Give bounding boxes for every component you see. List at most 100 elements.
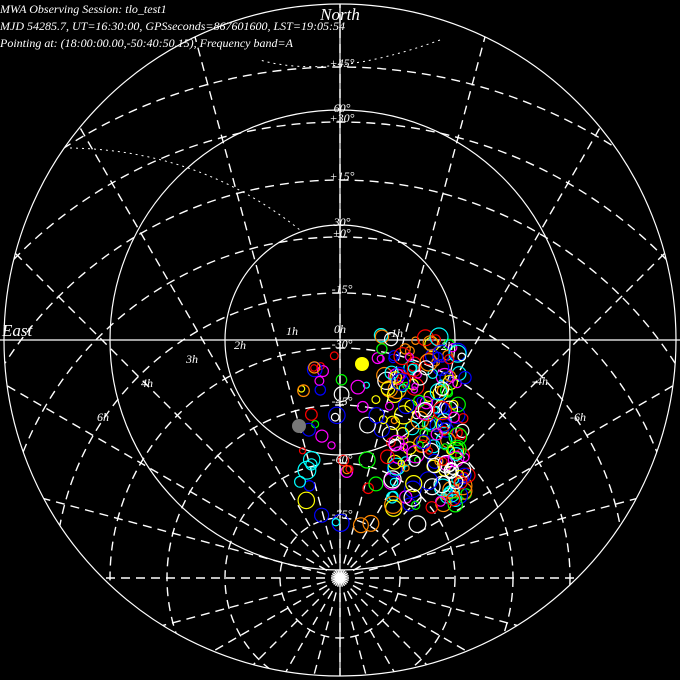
source — [405, 475, 423, 493]
source — [390, 446, 409, 465]
source — [418, 360, 434, 376]
source — [411, 336, 420, 346]
dec-label: +30° — [330, 111, 355, 125]
source — [426, 439, 441, 454]
source — [423, 417, 437, 431]
source — [402, 497, 417, 512]
source — [402, 381, 411, 390]
header-line: MWA Observing Session: tlo_test1 — [0, 2, 167, 16]
source — [330, 412, 340, 422]
source — [393, 347, 412, 366]
ra-line — [339, 577, 676, 676]
source — [392, 366, 407, 382]
source — [373, 327, 389, 343]
source — [442, 481, 460, 499]
source — [368, 407, 385, 424]
source — [356, 400, 369, 413]
source — [419, 471, 439, 491]
ra-label: -4h — [532, 374, 548, 388]
source — [362, 381, 370, 389]
source — [433, 475, 451, 494]
source — [359, 416, 376, 434]
source — [422, 442, 440, 460]
source — [362, 482, 374, 495]
source — [422, 335, 439, 351]
ra-line — [4, 577, 341, 676]
ra-line — [106, 4, 341, 579]
ra-line — [4, 577, 341, 676]
dec-label: +15° — [330, 169, 355, 183]
source — [417, 401, 434, 418]
source — [397, 397, 415, 415]
source — [305, 408, 318, 421]
source — [438, 457, 448, 466]
source — [416, 434, 431, 450]
source — [297, 491, 316, 510]
altitude-label: 60° — [334, 101, 351, 115]
ra-label: 6h — [97, 410, 109, 424]
source — [331, 518, 341, 527]
ra-line — [339, 127, 676, 579]
source — [399, 343, 411, 355]
source — [408, 515, 427, 534]
altitude-label: 30° — [333, 215, 351, 229]
ra-label: -6h — [570, 410, 586, 424]
source — [403, 488, 422, 507]
source — [425, 501, 439, 514]
source — [448, 344, 467, 363]
header-line: MJD 54285.7, UT=16:30:00, GPSseconds=867… — [0, 19, 345, 33]
ra-line — [106, 577, 341, 676]
source — [452, 378, 462, 389]
source — [411, 382, 419, 390]
source — [327, 441, 336, 450]
source — [352, 517, 369, 534]
dec-label: -75° — [332, 507, 353, 521]
source — [383, 470, 402, 489]
source — [308, 361, 321, 374]
source — [333, 386, 350, 403]
source — [302, 450, 321, 469]
source — [460, 467, 476, 483]
ra-label: 2h — [234, 338, 246, 352]
source — [448, 411, 460, 424]
source — [448, 343, 458, 353]
source — [317, 365, 330, 378]
source — [371, 395, 381, 405]
source — [329, 351, 339, 361]
source — [298, 447, 307, 455]
source — [305, 458, 318, 471]
source — [411, 500, 421, 510]
ra-line — [339, 577, 676, 676]
source — [446, 492, 461, 507]
source — [384, 495, 403, 514]
source — [297, 384, 310, 398]
source — [388, 353, 398, 364]
source — [402, 441, 417, 456]
source — [337, 454, 350, 467]
source — [314, 507, 330, 523]
source — [381, 425, 399, 443]
source — [396, 372, 412, 387]
source — [458, 370, 472, 385]
source — [455, 423, 470, 438]
source — [387, 454, 403, 470]
source — [310, 364, 318, 372]
source — [377, 371, 396, 390]
east-label: East — [1, 321, 34, 340]
source — [358, 451, 376, 469]
north-label: North — [319, 5, 360, 24]
source — [457, 413, 469, 424]
ra-line — [4, 127, 341, 579]
source — [441, 443, 449, 451]
source — [406, 362, 422, 378]
source — [362, 514, 380, 532]
source — [345, 465, 354, 474]
source — [376, 343, 388, 355]
source — [387, 457, 406, 476]
ra-line — [4, 4, 341, 579]
ra-label: 0h — [334, 322, 346, 336]
source — [402, 464, 410, 472]
source — [448, 474, 464, 490]
ra-label: -1h — [387, 326, 403, 340]
source — [434, 456, 444, 466]
